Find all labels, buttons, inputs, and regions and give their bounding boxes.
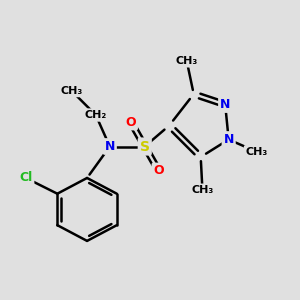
Text: CH₃: CH₃ bbox=[245, 147, 268, 157]
Text: CH₂: CH₂ bbox=[85, 110, 107, 120]
Text: CH₃: CH₃ bbox=[176, 56, 198, 66]
Text: N: N bbox=[224, 133, 234, 146]
Text: S: S bbox=[140, 140, 150, 154]
Text: O: O bbox=[153, 164, 164, 178]
Text: N: N bbox=[105, 140, 115, 153]
Text: O: O bbox=[125, 116, 136, 128]
Text: Cl: Cl bbox=[19, 172, 32, 184]
Text: CH₃: CH₃ bbox=[191, 185, 214, 195]
Text: CH₃: CH₃ bbox=[60, 85, 82, 96]
Text: N: N bbox=[220, 98, 230, 111]
